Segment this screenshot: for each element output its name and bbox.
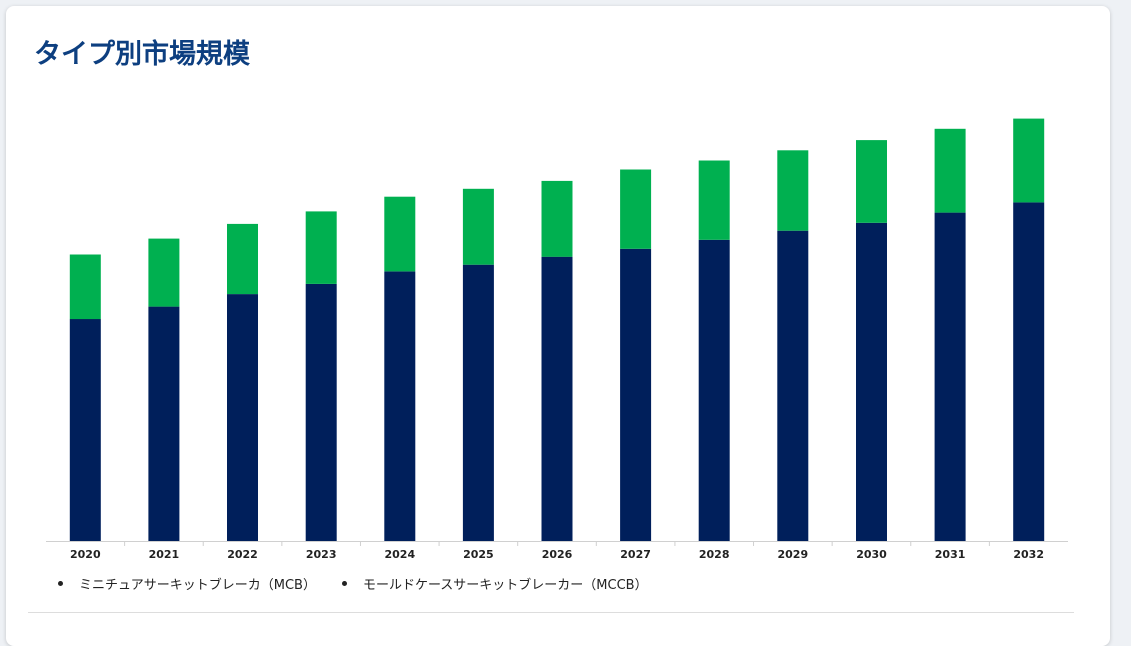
x-tick-label: 2026 — [542, 548, 573, 561]
bar-mccb-2032 — [1013, 118, 1045, 203]
bar-mccb-2026 — [541, 180, 573, 257]
bar-mcb-2024 — [384, 271, 416, 541]
bar-mccb-2021 — [148, 238, 180, 307]
x-tick-label: 2031 — [935, 548, 966, 561]
legend-label-mcb: ミニチュアサーキットブレーカ（MCB） — [79, 578, 316, 593]
x-tick-label: 2022 — [227, 548, 258, 561]
bar-mccb-2022 — [227, 223, 258, 295]
bar-mccb-2029 — [777, 150, 809, 231]
bar-mcb-2029 — [777, 230, 809, 541]
legend-item-mcb: ミニチュアサーキットブレーカ（MCB） — [58, 574, 316, 593]
stacked-bar-chart: 2020 2021 2022 2023 2024 2025 2026 2027 2028 2029… — [46, 118, 1068, 561]
bar-mccb-2025 — [462, 188, 494, 265]
bar-mcb-2023 — [305, 283, 337, 541]
bar-mccb-2027 — [620, 169, 652, 249]
bar-mcb-2032 — [1013, 202, 1045, 541]
bottom-divider — [28, 612, 1074, 613]
x-tick-label: 2023 — [306, 548, 337, 561]
x-tick-label: 2032 — [1013, 548, 1044, 561]
bar-mcb-2028 — [698, 239, 730, 542]
bar-mccb-2030 — [856, 140, 887, 223]
bar-mccb-2031 — [934, 128, 966, 213]
bar-mcb-2027 — [620, 248, 652, 542]
x-tick-label: 2025 — [463, 548, 494, 561]
chart-legend: ミニチュアサーキットブレーカ（MCB） モールドケースサーキットブレーカー（MC… — [58, 574, 674, 593]
legend-bullet-icon — [58, 581, 63, 586]
bar-mccb-2028 — [698, 160, 730, 240]
x-tick-label: 2030 — [856, 548, 887, 561]
bar-mcb-2030 — [856, 222, 887, 542]
bar-mcb-2020 — [69, 319, 101, 541]
bar-mcb-2022 — [227, 294, 258, 541]
bar-mccb-2024 — [384, 196, 416, 272]
x-tick-label: 2021 — [149, 548, 180, 561]
bar-mcb-2031 — [934, 212, 966, 541]
legend-bullet-icon — [341, 581, 347, 586]
bar-mcb-2025 — [462, 264, 494, 541]
bar-mcb-2026 — [541, 256, 573, 541]
x-tick-label: 2020 — [70, 548, 101, 561]
chart-title: タイプ別市場規模 — [34, 39, 250, 70]
bar-mccb-2023 — [305, 211, 337, 284]
x-tick-label: 2027 — [620, 548, 651, 561]
bar-mcb-2021 — [148, 306, 180, 541]
x-tick-label: 2028 — [699, 548, 730, 561]
bar-mccb-2020 — [69, 254, 101, 320]
x-tick-label: 2029 — [777, 548, 808, 561]
legend-label-mccb: モールドケースサーキットブレーカー（MCCB） — [362, 578, 648, 593]
x-tick-label: 2024 — [384, 548, 415, 561]
legend-item-mccb: モールドケースサーキットブレーカー（MCCB） — [341, 574, 648, 593]
